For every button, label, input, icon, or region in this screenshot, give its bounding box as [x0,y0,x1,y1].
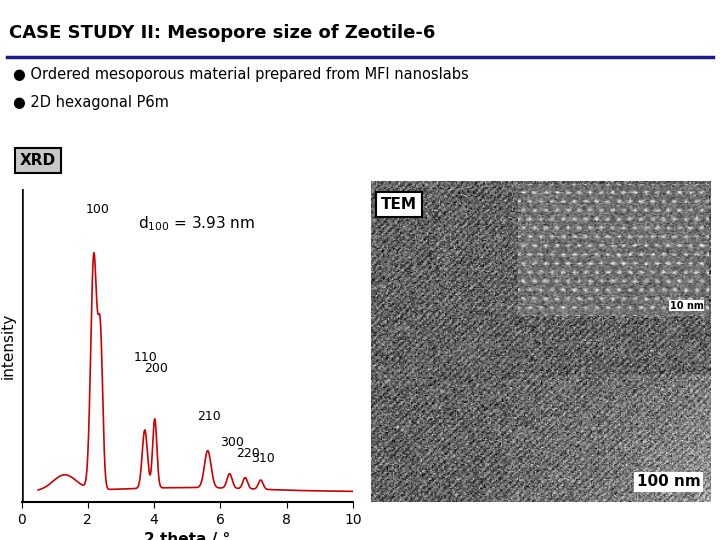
Text: 310: 310 [251,452,275,465]
Text: 300: 300 [220,436,244,449]
Text: CASE STUDY II: Mesopore size of Zeotile-6: CASE STUDY II: Mesopore size of Zeotile-… [9,24,436,42]
Text: TEM: TEM [381,197,417,212]
Text: XRD: XRD [20,153,56,168]
Text: 100: 100 [85,202,109,215]
Text: ● Ordered mesoporous material prepared from MFI nanoslabs: ● Ordered mesoporous material prepared f… [13,68,469,83]
Text: 200: 200 [144,362,168,375]
X-axis label: 2 theta / °: 2 theta / ° [144,532,230,540]
Text: $\mathrm{d_{100}}$ = 3.93 nm: $\mathrm{d_{100}}$ = 3.93 nm [138,214,255,233]
Text: 210: 210 [197,409,220,423]
Text: ● 2D hexagonal P6m: ● 2D hexagonal P6m [13,94,168,110]
Text: 110: 110 [134,351,158,364]
Text: 10 nm: 10 nm [670,301,703,310]
Y-axis label: intensity: intensity [1,313,16,379]
Text: 220: 220 [237,447,261,460]
Text: 100 nm: 100 nm [636,474,701,489]
